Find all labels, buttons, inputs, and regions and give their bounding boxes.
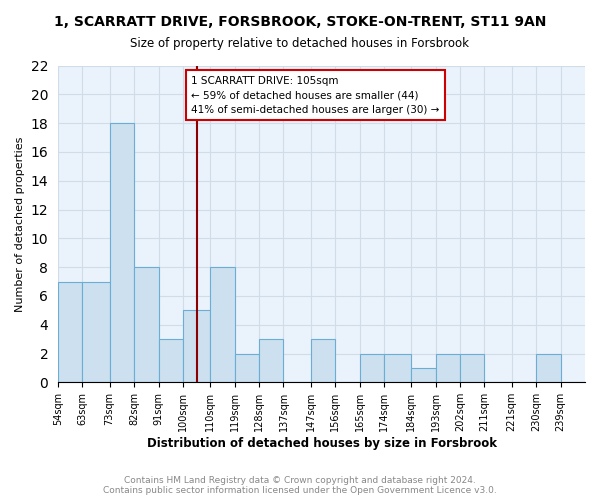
Y-axis label: Number of detached properties: Number of detached properties — [15, 136, 25, 312]
Bar — [259, 339, 283, 382]
Bar — [110, 123, 134, 382]
Bar — [235, 354, 259, 382]
Bar — [82, 282, 110, 382]
Bar — [384, 354, 411, 382]
Bar — [58, 282, 82, 382]
Bar — [210, 267, 235, 382]
Bar — [411, 368, 436, 382]
Bar — [536, 354, 560, 382]
Bar — [359, 354, 384, 382]
Bar — [460, 354, 484, 382]
Bar — [134, 267, 158, 382]
Text: 1 SCARRATT DRIVE: 105sqm
← 59% of detached houses are smaller (44)
41% of semi-d: 1 SCARRATT DRIVE: 105sqm ← 59% of detach… — [191, 76, 440, 115]
X-axis label: Distribution of detached houses by size in Forsbrook: Distribution of detached houses by size … — [146, 437, 497, 450]
Bar — [311, 339, 335, 382]
Bar — [158, 339, 183, 382]
Bar — [183, 310, 210, 382]
Bar — [436, 354, 460, 382]
Text: Contains HM Land Registry data © Crown copyright and database right 2024.
Contai: Contains HM Land Registry data © Crown c… — [103, 476, 497, 495]
Text: Size of property relative to detached houses in Forsbrook: Size of property relative to detached ho… — [131, 38, 470, 51]
Text: 1, SCARRATT DRIVE, FORSBROOK, STOKE-ON-TRENT, ST11 9AN: 1, SCARRATT DRIVE, FORSBROOK, STOKE-ON-T… — [54, 15, 546, 29]
